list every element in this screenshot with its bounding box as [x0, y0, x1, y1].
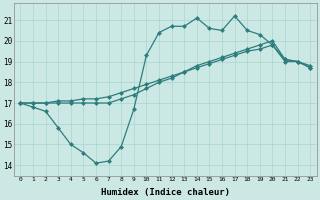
X-axis label: Humidex (Indice chaleur): Humidex (Indice chaleur)	[101, 188, 230, 197]
